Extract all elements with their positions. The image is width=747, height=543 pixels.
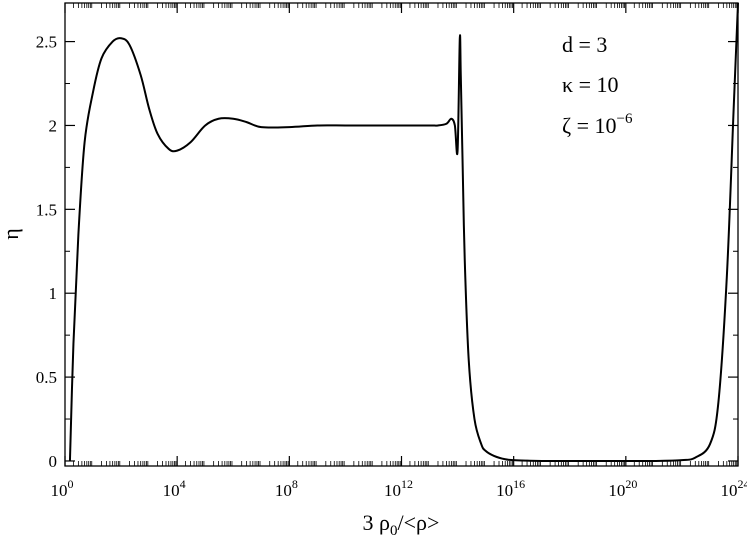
x-tick-label: 1024: [721, 477, 747, 500]
y-tick-label: 2.5: [36, 33, 57, 52]
series-line: [68, 2, 739, 463]
minor-ticks: [73, 3, 738, 466]
y-tick-label: 0.5: [36, 368, 57, 387]
x-tick-label: 104: [163, 477, 186, 500]
x-tick-label: 1020: [608, 477, 637, 500]
x-ticks: 100 104 108 1012 1016 1020 1024: [51, 3, 747, 500]
y-axis-label: η: [0, 228, 23, 240]
y-ticks: 0 0.5 1 1.5 2 2.5: [36, 33, 738, 471]
plot-frame: [64, 2, 739, 467]
y-tick-label: 2: [49, 116, 58, 135]
x-axis-label: 3 ρ0/<ρ>: [363, 510, 440, 539]
x-tick-label: 1016: [496, 477, 525, 500]
x-tick-label: 108: [275, 477, 298, 500]
x-tick-label: 1012: [384, 477, 413, 500]
annotation-2: κ = 10: [562, 72, 619, 97]
y-tick-label: 1.5: [36, 200, 57, 219]
annotations: d = 3 κ = 10 ζ = 10−6: [562, 32, 633, 138]
annotation-1: d = 3: [562, 32, 607, 57]
annotation-3: ζ = 10−6: [562, 111, 633, 138]
y-tick-label: 1: [49, 284, 58, 303]
y-tick-label: 0: [49, 452, 58, 471]
x-tick-label: 100: [51, 477, 74, 500]
